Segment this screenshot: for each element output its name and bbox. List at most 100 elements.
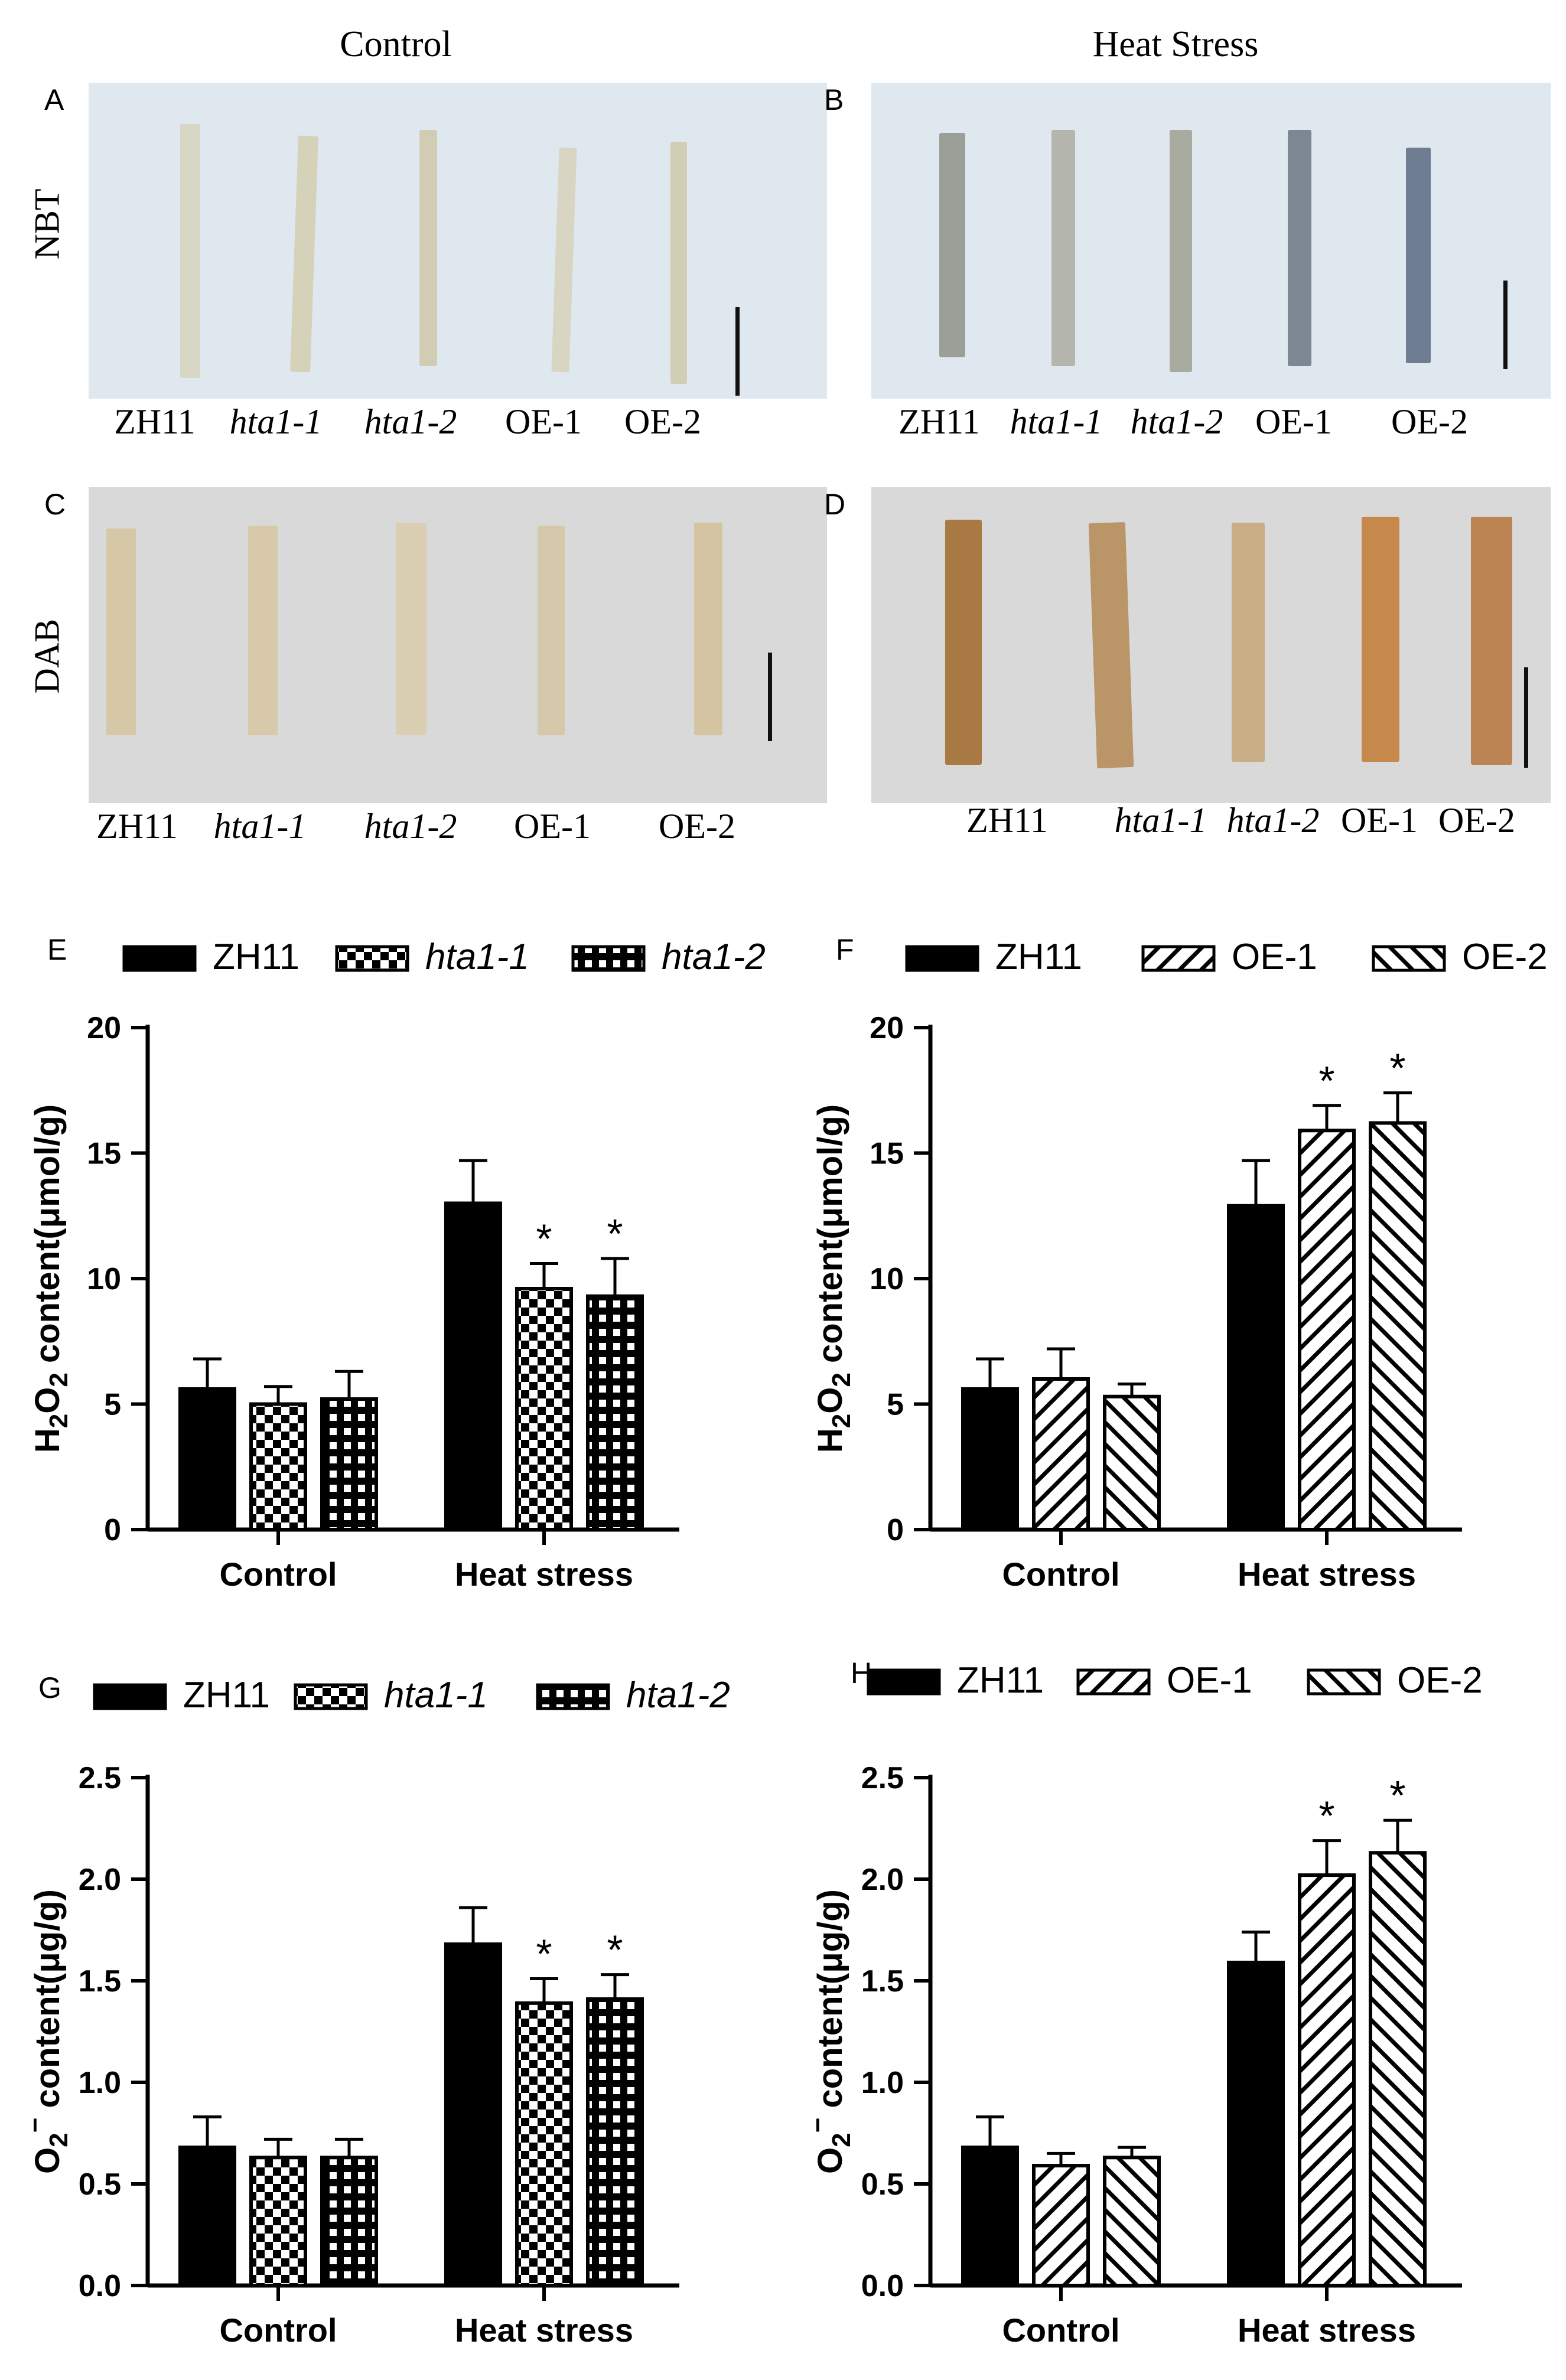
sample-label: hta1-1 [1114, 801, 1207, 840]
dab-heat-photo [871, 487, 1551, 803]
bar [1103, 1394, 1161, 1531]
ylabel-part: H [811, 1428, 849, 1453]
ylabel-part: 2 [44, 2133, 73, 2147]
leaf-oe-2 [670, 142, 687, 384]
bar [249, 2156, 307, 2288]
bar [586, 1294, 644, 1531]
significance-marker: * [1389, 1772, 1405, 1818]
sample-label: ZH11 [114, 402, 196, 441]
sample-label: OE-2 [659, 807, 735, 846]
y-tick-label: 1.0 [861, 2066, 904, 2100]
ylabel-part: 2 [44, 1372, 73, 1387]
leaf-hta1-2 [1170, 130, 1192, 372]
legend-swatch [1372, 945, 1446, 972]
scale-bar [1524, 667, 1528, 768]
y-tick-label: 0 [887, 1513, 904, 1547]
y-tick-label: 2.0 [861, 1863, 904, 1897]
legend-label: ZH11 [183, 1675, 270, 1716]
bar [178, 1387, 236, 1531]
y-axis-label: H2O2 content(μmol/g) [811, 1104, 856, 1453]
y-tick-label: 15 [87, 1137, 121, 1171]
leaf-zh11 [106, 529, 136, 735]
x-tick-label: Heat stress [455, 1556, 633, 1593]
legend-label: OE-2 [1462, 937, 1548, 977]
ylabel-part: content(μg/g) [811, 1889, 849, 2118]
legend-label: hta1-1 [425, 937, 529, 977]
chart-g: G ZH11 hta1-1 hta1-2 0.0 0.5 1.0 1.5 2.0 2.5 O2− c… [21, 1671, 730, 2349]
bar [515, 1287, 573, 1531]
leaf-hta1-1 [1051, 130, 1075, 366]
bar [178, 2146, 236, 2288]
bar [961, 1387, 1019, 1531]
nbt-heat-photo [871, 83, 1551, 399]
legend-label: hta1-1 [384, 1675, 488, 1716]
legend-label: OE-2 [1397, 1660, 1483, 1701]
legend-swatch [1141, 945, 1216, 972]
y-tick-label: 0.5 [79, 2167, 121, 2202]
scale-bar [1503, 281, 1508, 369]
bar [1103, 2156, 1161, 2288]
bar [1298, 1129, 1356, 1531]
ylabel-part: content(μg/g) [28, 1889, 67, 2118]
significance-marker: * [536, 1931, 552, 1977]
sample-label: ZH11 [96, 807, 178, 846]
legend-swatch [571, 945, 646, 972]
y-tick-label: 20 [870, 1011, 904, 1045]
leaf-hta1-2 [419, 130, 437, 366]
leaf-oe-1 [538, 526, 565, 735]
bar [320, 2156, 378, 2288]
ylabel-part: 2 [827, 1414, 856, 1428]
leaf-oe-2 [1471, 517, 1512, 765]
ylabel-part: 2 [827, 1372, 856, 1387]
x-tick-label: Control [219, 2311, 337, 2349]
bar [1227, 1204, 1285, 1531]
significance-marker: * [1318, 1058, 1334, 1104]
y-tick-label: 10 [870, 1262, 904, 1296]
ylabel-part: − [803, 2118, 832, 2133]
ylabel-part: content(μmol/g) [28, 1104, 67, 1372]
y-tick-label: 0.0 [861, 2269, 904, 2303]
bar [961, 2146, 1019, 2288]
leaf-oe-2 [694, 523, 722, 735]
panel-label: G [38, 1671, 61, 1704]
sample-label: hta1-1 [1010, 402, 1103, 441]
scale-bar [735, 307, 740, 396]
x-tick-label: Heat stress [1238, 2311, 1416, 2349]
significance-marker: * [1318, 1793, 1334, 1839]
legend-label: ZH11 [213, 937, 299, 977]
legend-label: ZH11 [957, 1660, 1044, 1701]
x-tick-label: Heat stress [455, 2311, 633, 2349]
leaf-oe-1 [1362, 517, 1399, 762]
legend-swatch [335, 945, 409, 972]
leaf-oe-1 [551, 147, 577, 373]
dab-control-photo [89, 487, 827, 803]
y-tick-label: 15 [870, 1137, 904, 1171]
legend-swatch [294, 1683, 368, 1710]
leaf-hta1-1 [290, 135, 318, 373]
leaf-zh11 [939, 133, 965, 357]
y-tick-label: 0.5 [861, 2167, 904, 2202]
sample-label: ZH11 [898, 402, 980, 441]
leaf-zh11 [180, 124, 200, 378]
bar [586, 1997, 644, 2288]
y-axis-label: H2O2 content(μmol/g) [28, 1104, 73, 1453]
y-tick-label: 1.0 [79, 2066, 121, 2100]
legend-swatch [536, 1683, 610, 1710]
ylabel-part: O [28, 2147, 67, 2174]
y-tick-label: 1.5 [79, 1964, 121, 1998]
leaf-hta1-1 [1088, 522, 1134, 768]
column-header-control: Control [340, 24, 452, 64]
legend-label: ZH11 [995, 937, 1082, 977]
sample-label: OE-2 [1438, 801, 1515, 840]
panel-label: E [47, 933, 67, 966]
x-tick-label: Heat stress [1238, 1556, 1416, 1593]
legend-label: OE-1 [1232, 937, 1317, 977]
panel-label-b: B [824, 83, 844, 116]
significance-marker: * [607, 1927, 623, 1973]
sample-label: hta1-2 [364, 402, 457, 441]
sample-label: OE-2 [624, 402, 701, 441]
panel-label-a: A [44, 83, 64, 116]
sample-label: ZH11 [966, 801, 1048, 840]
